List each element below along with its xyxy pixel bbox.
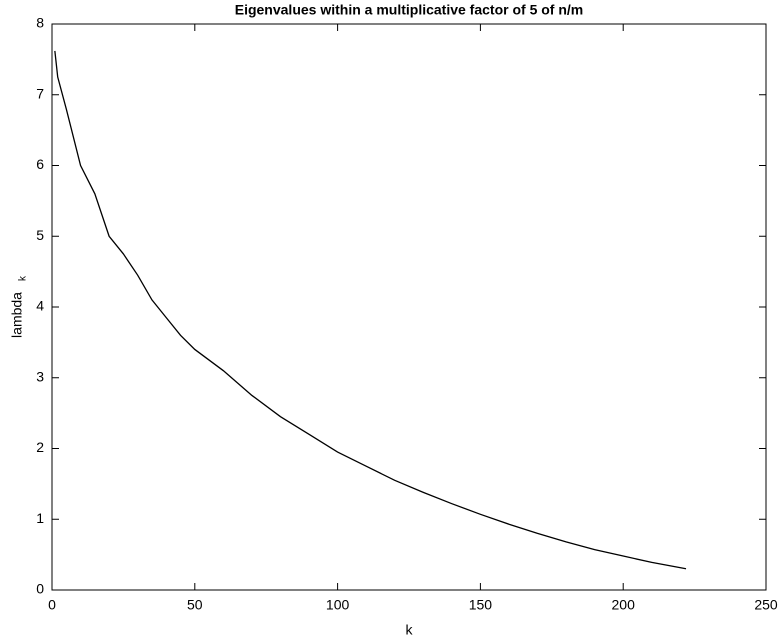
y-axis-label-subscript: k xyxy=(18,275,29,281)
plot-frame xyxy=(51,23,767,591)
chart-title: Eigenvalues within a multiplicative fact… xyxy=(235,2,584,18)
y-tick-label: 0 xyxy=(36,581,44,597)
y-tick-label: 4 xyxy=(36,298,44,314)
line-series xyxy=(54,50,687,570)
y-tick-label: 7 xyxy=(36,85,44,101)
y-tick-label: 3 xyxy=(36,368,44,384)
x-axis-label: k xyxy=(406,622,414,638)
x-tick-label: 150 xyxy=(469,597,493,613)
y-tick-label: 8 xyxy=(36,15,44,31)
x-tick-label: 0 xyxy=(48,597,56,613)
y-tick-label: 1 xyxy=(36,510,44,526)
y-axis-label-main: lambda xyxy=(9,292,25,338)
y-tick-label: 2 xyxy=(36,439,44,455)
x-tick-label: 200 xyxy=(612,597,636,613)
x-tick-label: 50 xyxy=(187,597,203,613)
y-tick-label: 5 xyxy=(36,227,44,243)
y-axis-label: lambda k xyxy=(9,275,29,338)
x-tick-label: 250 xyxy=(754,597,778,613)
x-tick-label: 100 xyxy=(326,597,350,613)
y-tick-label: 6 xyxy=(36,156,44,172)
